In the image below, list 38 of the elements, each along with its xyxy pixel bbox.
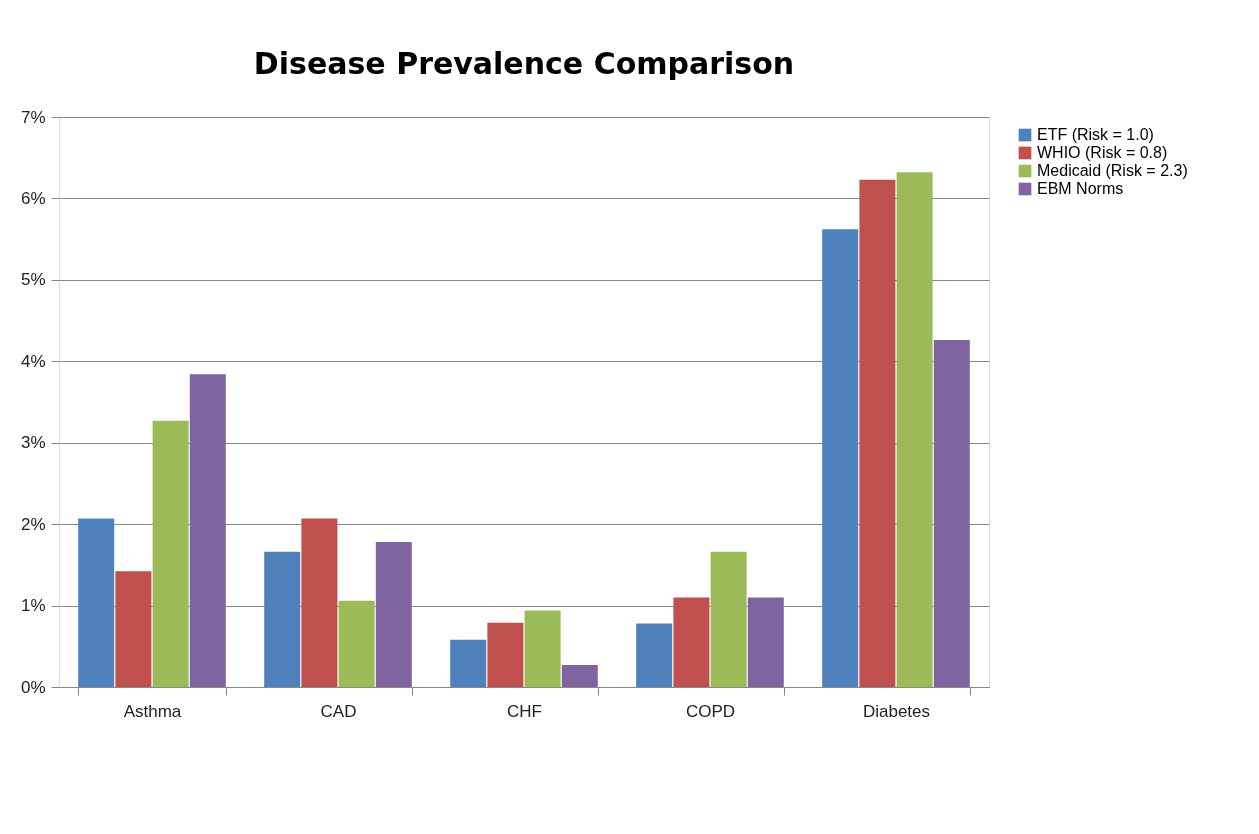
bar (375, 542, 412, 687)
y-tick-label: 7% (20, 107, 46, 127)
y-tick-label: 2% (20, 514, 46, 534)
legend-label: Medicaid (Risk = 2.3) (1037, 162, 1188, 179)
bar (933, 340, 970, 687)
bar (673, 597, 710, 687)
bar (189, 374, 226, 687)
y-tick-label: 6% (20, 188, 46, 208)
y-tick-label: 3% (20, 433, 46, 453)
legend-label: ETF (Risk = 1.0) (1037, 126, 1154, 143)
bar (487, 622, 524, 687)
x-tick-label: CAD (320, 701, 357, 721)
x-tick-label: COPD (685, 701, 736, 721)
bar (115, 571, 152, 687)
bar (561, 665, 598, 687)
bar (264, 551, 301, 687)
x-tick-label: CHF (507, 701, 542, 721)
bar (896, 172, 933, 687)
x-tick-label: Diabetes (862, 701, 931, 721)
bar (859, 179, 896, 687)
legend-label: EBM Norms (1037, 180, 1124, 197)
bar (78, 518, 115, 687)
bar (450, 639, 487, 687)
y-tick-label: 4% (20, 351, 46, 371)
y-tick-label: 0% (20, 677, 46, 697)
bar (524, 610, 561, 687)
bar (301, 518, 338, 687)
y-tick-label: 1% (20, 596, 46, 616)
x-tick-label: Asthma (123, 701, 182, 721)
bar (822, 229, 859, 687)
bar (338, 600, 375, 687)
bar (710, 551, 747, 687)
chart-title: Disease Prevalence Comparison (253, 46, 795, 81)
bar (747, 597, 784, 687)
bar (636, 623, 673, 687)
legend-label: WHIO (Risk = 0.8) (1037, 144, 1168, 161)
bar (152, 420, 189, 687)
y-tick-label: 5% (20, 270, 46, 290)
